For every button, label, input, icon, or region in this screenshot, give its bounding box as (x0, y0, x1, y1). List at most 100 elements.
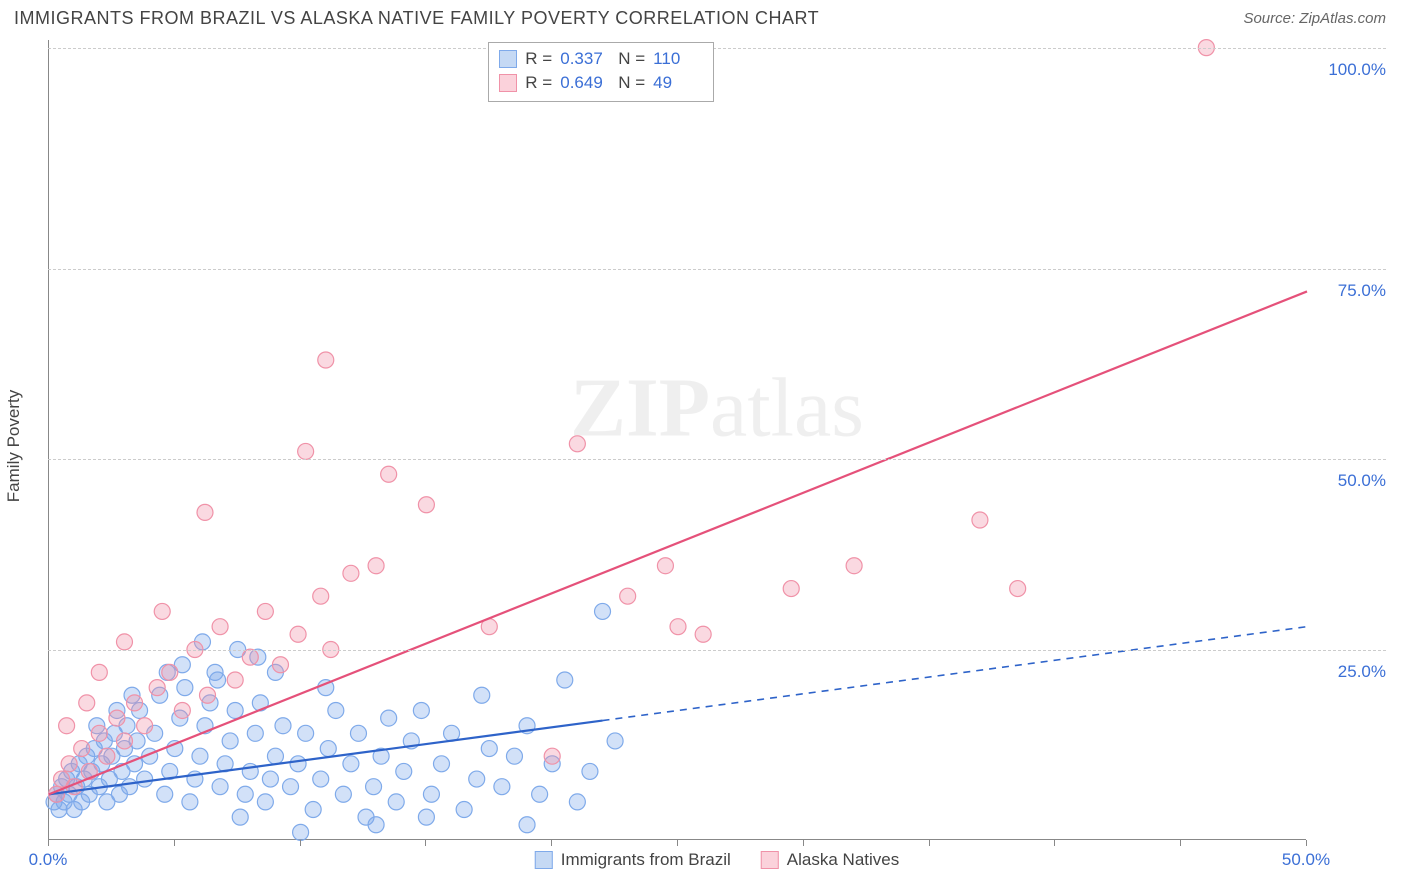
data-point (582, 763, 598, 779)
legend-swatch (761, 851, 779, 869)
data-point (127, 695, 143, 711)
data-point (257, 794, 273, 810)
plot-area (48, 40, 1306, 840)
data-point (197, 504, 213, 520)
x-tick (677, 840, 678, 846)
data-point (506, 748, 522, 764)
data-point (595, 603, 611, 619)
y-tick-label: 50.0% (48, 471, 1386, 491)
series-legend: Immigrants from Brazil Alaska Natives (535, 850, 899, 870)
n-value: 110 (653, 47, 703, 71)
data-point (290, 756, 306, 772)
data-point (157, 786, 173, 802)
x-tick (1054, 840, 1055, 846)
data-point (418, 497, 434, 513)
data-point (396, 763, 412, 779)
data-point (200, 687, 216, 703)
trend-line (49, 291, 1307, 794)
data-point (519, 817, 535, 833)
data-point (275, 718, 291, 734)
correlation-row: R =0.337N =110 (499, 47, 703, 71)
data-point (149, 680, 165, 696)
r-label: R = (525, 47, 552, 71)
legend-item: Immigrants from Brazil (535, 850, 731, 870)
data-point (481, 741, 497, 757)
x-tick (174, 840, 175, 846)
data-point (313, 771, 329, 787)
data-point (569, 436, 585, 452)
data-point (433, 756, 449, 772)
data-point (154, 603, 170, 619)
data-point (413, 702, 429, 718)
data-point (267, 748, 283, 764)
data-point (544, 748, 560, 764)
data-point (607, 733, 623, 749)
data-point (61, 756, 77, 772)
x-tick (551, 840, 552, 846)
data-point (227, 702, 243, 718)
data-point (657, 558, 673, 574)
data-point (783, 581, 799, 597)
data-point (293, 824, 309, 840)
data-point (328, 702, 344, 718)
data-point (494, 779, 510, 795)
legend-swatch (499, 50, 517, 68)
data-point (116, 733, 132, 749)
data-point (59, 718, 75, 734)
data-point (313, 588, 329, 604)
x-tick (1306, 840, 1307, 846)
data-point (620, 588, 636, 604)
data-point (257, 603, 273, 619)
data-point (423, 786, 439, 802)
x-tick (929, 840, 930, 846)
data-point (232, 809, 248, 825)
data-point (177, 680, 193, 696)
data-point (74, 741, 90, 757)
data-point (695, 626, 711, 642)
data-point (366, 779, 382, 795)
legend-item: Alaska Natives (761, 850, 899, 870)
y-axis-label: Family Poverty (4, 390, 24, 502)
n-label: N = (618, 71, 645, 95)
chart-container: ZIPatlas 25.0%50.0%75.0%100.0%0.0%50.0% … (48, 40, 1386, 840)
data-point (350, 725, 366, 741)
data-point (247, 725, 263, 741)
data-point (469, 771, 485, 787)
data-point (343, 756, 359, 772)
data-point (174, 702, 190, 718)
x-tick (1180, 840, 1181, 846)
data-point (1010, 581, 1026, 597)
data-point (846, 558, 862, 574)
n-value: 49 (653, 71, 703, 95)
gridline (48, 269, 1386, 270)
data-point (99, 748, 115, 764)
data-point (318, 352, 334, 368)
r-label: R = (525, 71, 552, 95)
data-point (305, 802, 321, 818)
data-point (388, 794, 404, 810)
data-point (343, 565, 359, 581)
r-value: 0.337 (560, 47, 610, 71)
gridline (48, 459, 1386, 460)
legend-label: Immigrants from Brazil (561, 850, 731, 870)
data-point (569, 794, 585, 810)
data-point (290, 626, 306, 642)
data-point (368, 817, 384, 833)
data-point (109, 710, 125, 726)
x-tick (803, 840, 804, 846)
gridline (48, 48, 1386, 49)
data-point (670, 619, 686, 635)
x-tick (48, 840, 49, 846)
data-point (192, 748, 208, 764)
x-tick-label: 50.0% (1282, 850, 1330, 870)
data-point (381, 710, 397, 726)
legend-label: Alaska Natives (787, 850, 899, 870)
data-point (91, 725, 107, 741)
data-point (212, 619, 228, 635)
data-point (182, 794, 198, 810)
data-point (320, 741, 336, 757)
data-point (474, 687, 490, 703)
data-point (298, 725, 314, 741)
correlation-row: R =0.649N =49 (499, 71, 703, 95)
x-tick-label: 0.0% (29, 850, 68, 870)
